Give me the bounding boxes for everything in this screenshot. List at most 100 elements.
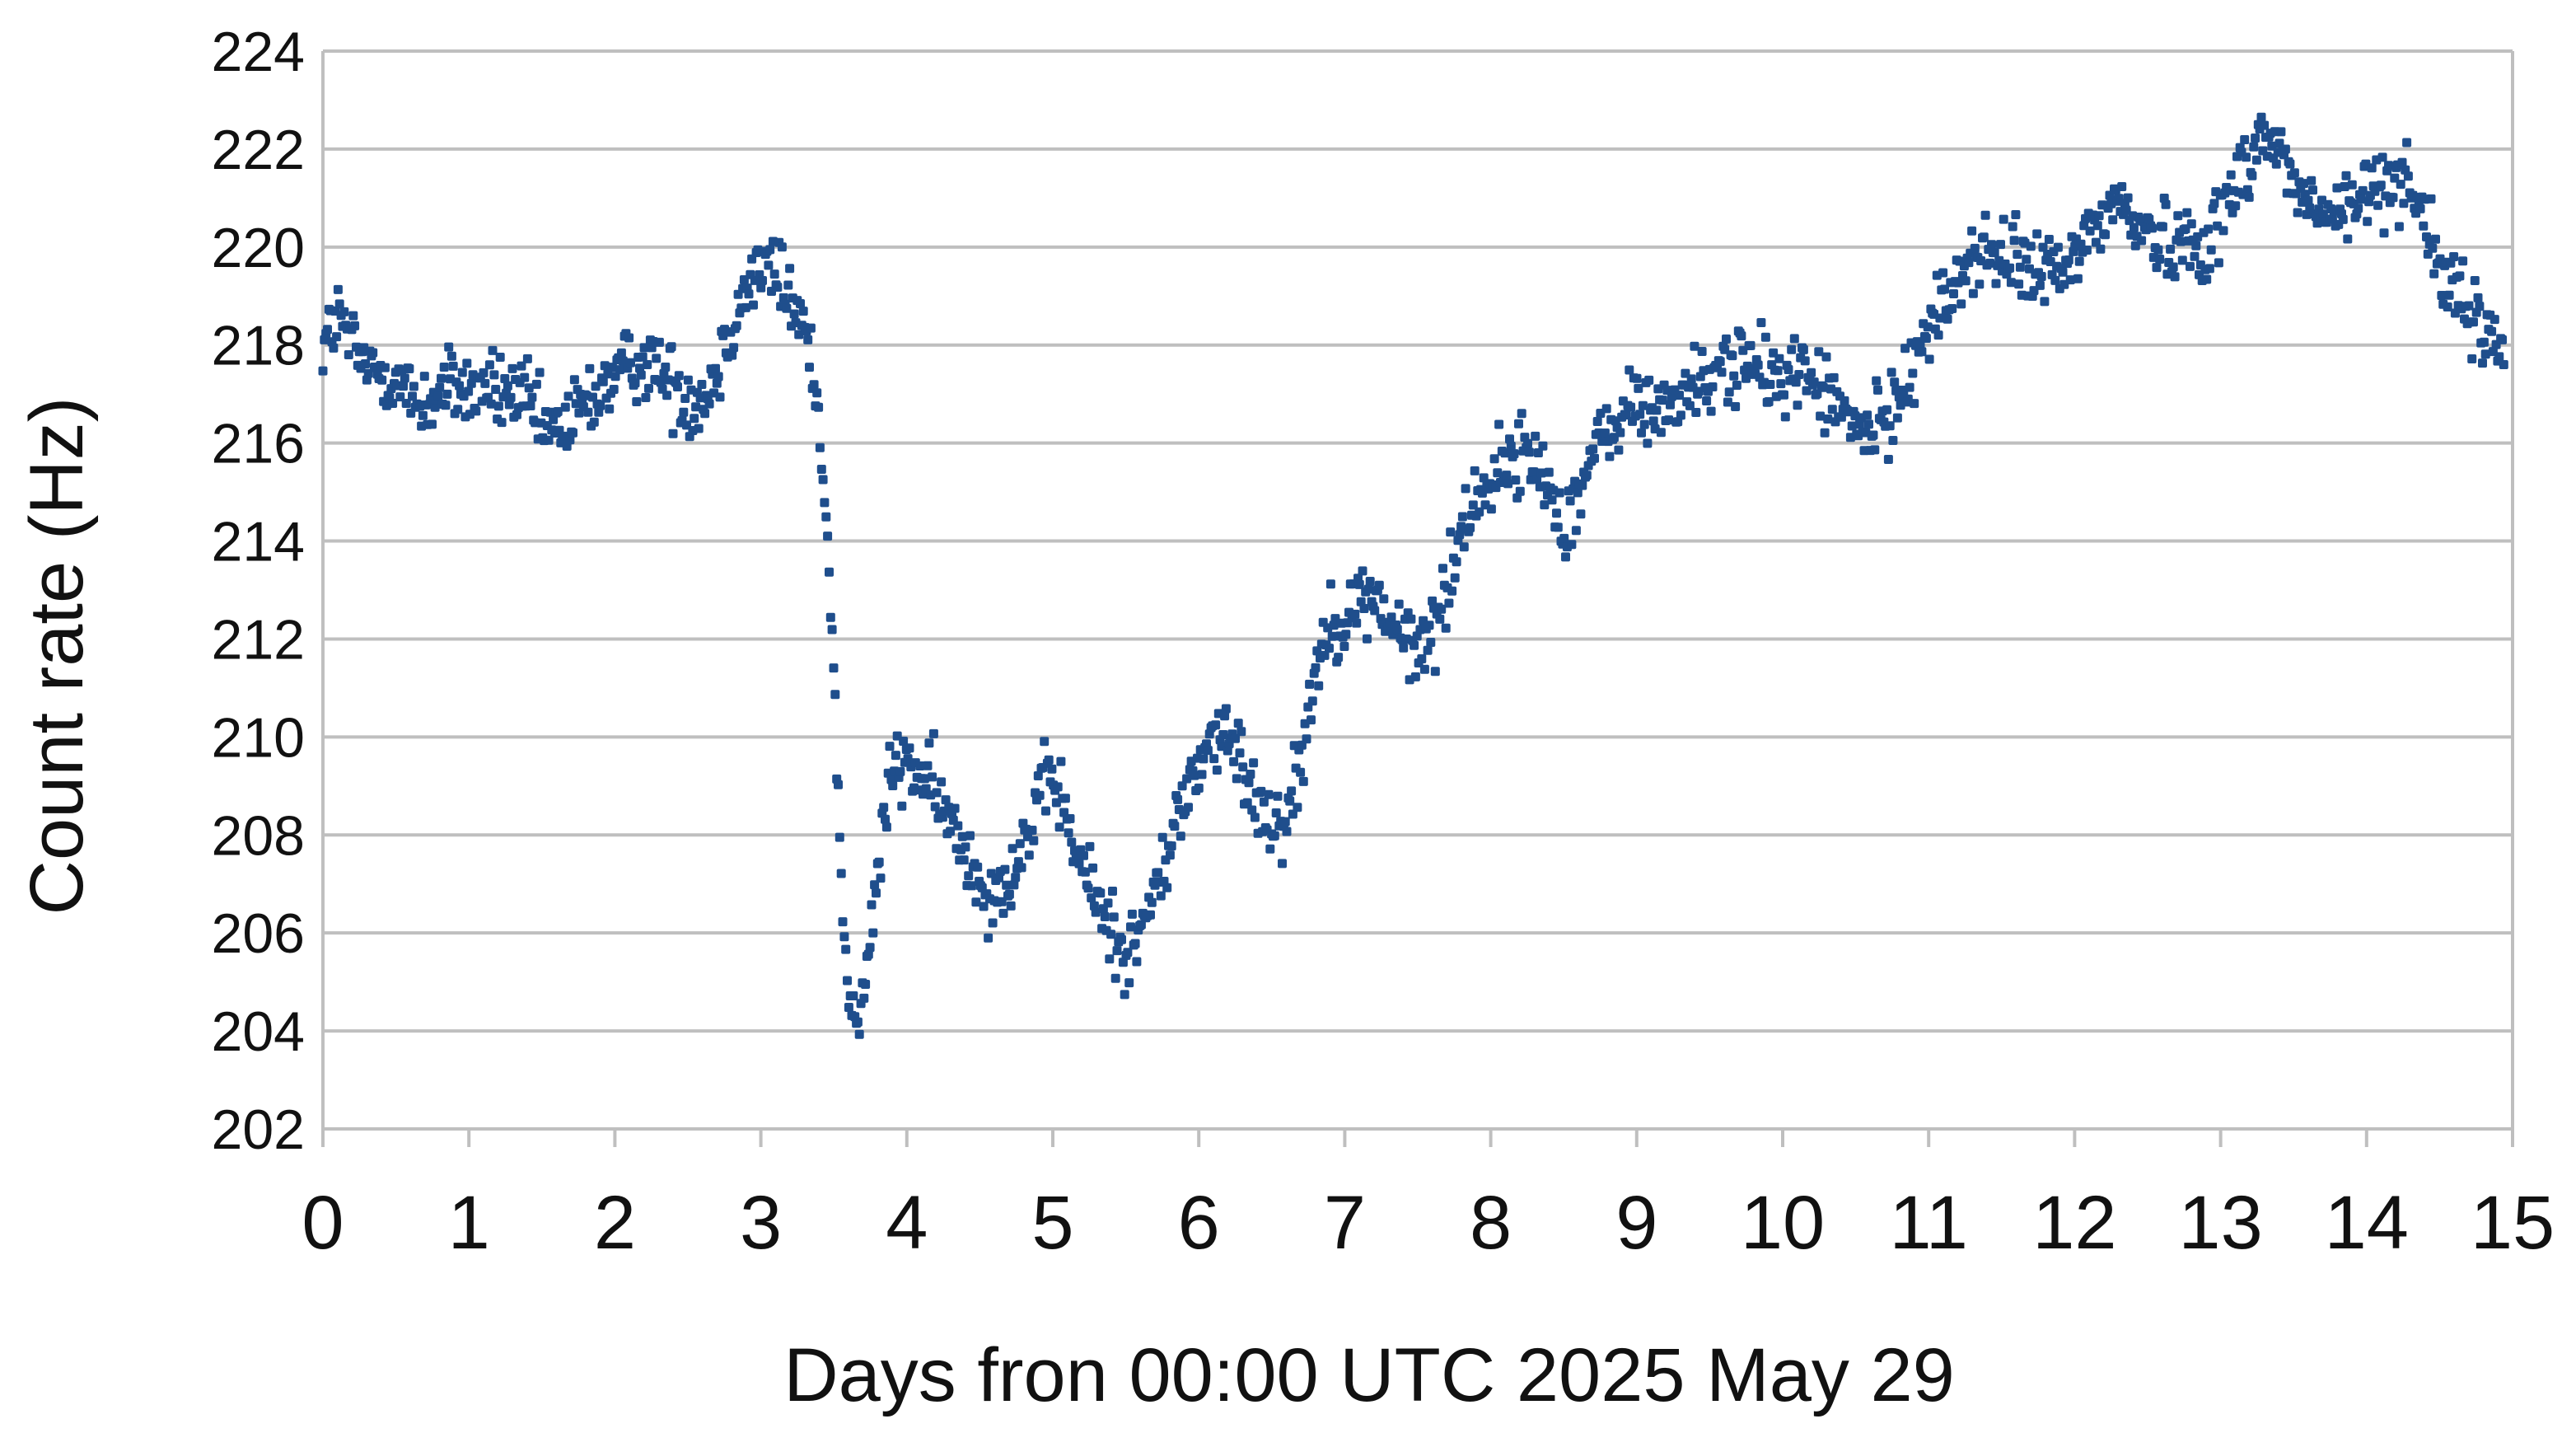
data-point: [1091, 907, 1101, 917]
data-point: [2429, 269, 2439, 279]
data-point: [2153, 245, 2163, 255]
data-point: [2428, 243, 2438, 253]
data-point: [1314, 681, 1324, 691]
data-point: [1561, 552, 1570, 562]
data-point: [2209, 199, 2219, 208]
x-tick-label: 10: [1741, 1181, 1825, 1265]
data-point: [1776, 379, 1786, 389]
data-point: [1538, 441, 1548, 451]
data-point: [966, 881, 976, 891]
data-point: [1779, 390, 1788, 400]
data-point: [2006, 278, 2016, 288]
data-point: [1249, 758, 1259, 768]
data-point: [668, 428, 678, 438]
data-point: [796, 299, 805, 308]
data-point: [711, 363, 720, 373]
data-point: [2011, 210, 2021, 219]
data-point: [1514, 419, 1523, 428]
data-point: [1502, 471, 1512, 480]
data-point: [2431, 234, 2440, 244]
data-point: [1166, 841, 1176, 851]
data-point: [1989, 248, 1999, 258]
data-point: [1943, 314, 1952, 324]
data-point: [2190, 251, 2200, 261]
data-point: [1559, 533, 1569, 543]
data-point: [1320, 650, 1330, 660]
data-point: [923, 761, 933, 770]
data-point: [1774, 354, 1784, 363]
data-point: [1007, 844, 1017, 854]
data-point: [1203, 746, 1213, 756]
y-tick-labels: 202 204 206 208 210 212 214 216 218 220 222 224: [212, 21, 305, 1161]
data-point: [1406, 614, 1416, 624]
data-point: [2166, 244, 2176, 254]
data-point: [727, 350, 737, 360]
data-point: [1386, 612, 1396, 622]
data-point: [700, 409, 710, 419]
data-point: [1821, 352, 1831, 362]
data-point: [1054, 822, 1064, 832]
data-point: [1394, 599, 1404, 609]
data-point: [2443, 302, 2452, 311]
data-point: [639, 343, 649, 353]
data-point: [2289, 168, 2299, 178]
data-point: [2015, 262, 2025, 272]
data-point: [1350, 609, 1360, 619]
data-point: [1864, 419, 1873, 429]
data-point: [673, 382, 682, 391]
data-point: [1885, 421, 1895, 431]
data-point: [1392, 625, 1402, 635]
data-point: [1423, 645, 1433, 655]
data-point: [2469, 317, 2478, 327]
data-point: [861, 980, 871, 989]
data-point: [2013, 250, 2022, 260]
data-point: [1975, 279, 1985, 289]
data-point: [526, 401, 535, 410]
data-point: [2367, 163, 2377, 173]
data-point: [1339, 642, 1349, 651]
data-point: [1085, 841, 1095, 851]
data-point: [1827, 405, 1837, 414]
data-point: [816, 465, 826, 474]
data-point: [1494, 419, 1504, 429]
data-point: [872, 888, 881, 898]
data-point: [854, 1029, 864, 1039]
data-point: [486, 399, 496, 409]
data-point: [2397, 157, 2407, 167]
data-point: [2177, 255, 2187, 265]
data-point: [965, 831, 975, 841]
data-point: [1327, 631, 1337, 641]
data-point: [789, 309, 799, 319]
data-point: [830, 690, 840, 700]
data-point: [1296, 767, 1306, 777]
data-point: [2038, 242, 2048, 252]
data-point: [961, 842, 970, 852]
data-point: [2204, 224, 2214, 234]
data-point: [713, 372, 723, 382]
data-point: [1298, 776, 1308, 786]
data-point: [1017, 863, 1026, 873]
data-point: [1035, 790, 1045, 800]
data-point: [2206, 245, 2216, 255]
data-point: [2008, 222, 2017, 232]
data-point: [1146, 910, 1155, 920]
data-point: [783, 280, 793, 290]
data-point: [1156, 891, 1166, 901]
data-point: [1753, 360, 1763, 370]
data-point: [563, 391, 573, 401]
data-point: [1723, 397, 1732, 407]
data-point: [1419, 664, 1429, 674]
y-tick-label: 218: [212, 315, 305, 377]
data-point: [506, 392, 516, 402]
data-point: [915, 761, 925, 770]
data-point: [683, 375, 693, 385]
data-point: [1450, 573, 1460, 583]
data-point: [1242, 798, 1252, 808]
data-point: [1991, 279, 2001, 288]
data-point: [1999, 214, 2008, 224]
data-point: [2415, 204, 2425, 213]
data-point: [1722, 334, 1731, 344]
data-point: [609, 385, 619, 394]
data-point: [1970, 243, 1980, 253]
